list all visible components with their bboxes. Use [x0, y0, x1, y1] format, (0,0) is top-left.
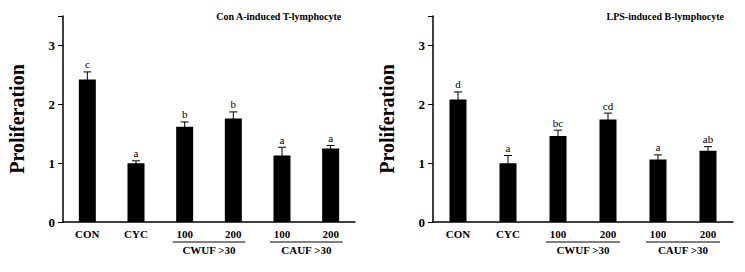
svg-text:b: b — [182, 108, 188, 120]
svg-text:100: 100 — [550, 228, 567, 240]
svg-text:2: 2 — [419, 97, 426, 112]
svg-text:a: a — [506, 142, 511, 154]
svg-text:c: c — [85, 58, 90, 70]
svg-text:CON: CON — [446, 228, 471, 240]
svg-text:CWUF >30: CWUF >30 — [556, 244, 610, 256]
svg-text:Con A-induced T-lymphocyte: Con A-induced T-lymphocyte — [216, 11, 342, 22]
svg-text:a: a — [134, 147, 139, 159]
svg-text:2: 2 — [49, 97, 56, 112]
svg-text:bc: bc — [553, 117, 564, 129]
svg-text:a: a — [280, 134, 285, 146]
svg-text:3: 3 — [419, 38, 426, 53]
svg-text:CYC: CYC — [496, 228, 520, 240]
svg-text:cd: cd — [603, 100, 614, 112]
svg-text:Proliferation: Proliferation — [376, 64, 398, 174]
svg-text:CWUF >30: CWUF >30 — [182, 244, 236, 256]
svg-text:3: 3 — [49, 38, 56, 53]
svg-text:1: 1 — [49, 156, 56, 171]
svg-text:LPS-induced B-lymphocyte: LPS-induced B-lymphocyte — [606, 11, 724, 22]
svg-text:b: b — [231, 98, 237, 110]
svg-text:200: 200 — [700, 228, 717, 240]
svg-text:a: a — [656, 141, 661, 153]
svg-text:CAUF >30: CAUF >30 — [658, 244, 709, 256]
svg-text:CAUF >30: CAUF >30 — [281, 244, 332, 256]
svg-text:200: 200 — [322, 228, 339, 240]
svg-text:ab: ab — [703, 133, 714, 145]
svg-text:0: 0 — [419, 215, 426, 230]
svg-text:a: a — [328, 132, 333, 144]
svg-text:1: 1 — [419, 156, 426, 171]
svg-text:CON: CON — [75, 228, 100, 240]
svg-text:100: 100 — [650, 228, 667, 240]
svg-text:100: 100 — [176, 228, 193, 240]
svg-text:d: d — [455, 78, 461, 90]
svg-text:200: 200 — [225, 228, 242, 240]
svg-text:0: 0 — [49, 215, 56, 230]
svg-text:CYC: CYC — [124, 228, 148, 240]
svg-text:200: 200 — [600, 228, 617, 240]
svg-text:Proliferation: Proliferation — [6, 64, 28, 174]
svg-text:100: 100 — [274, 228, 291, 240]
